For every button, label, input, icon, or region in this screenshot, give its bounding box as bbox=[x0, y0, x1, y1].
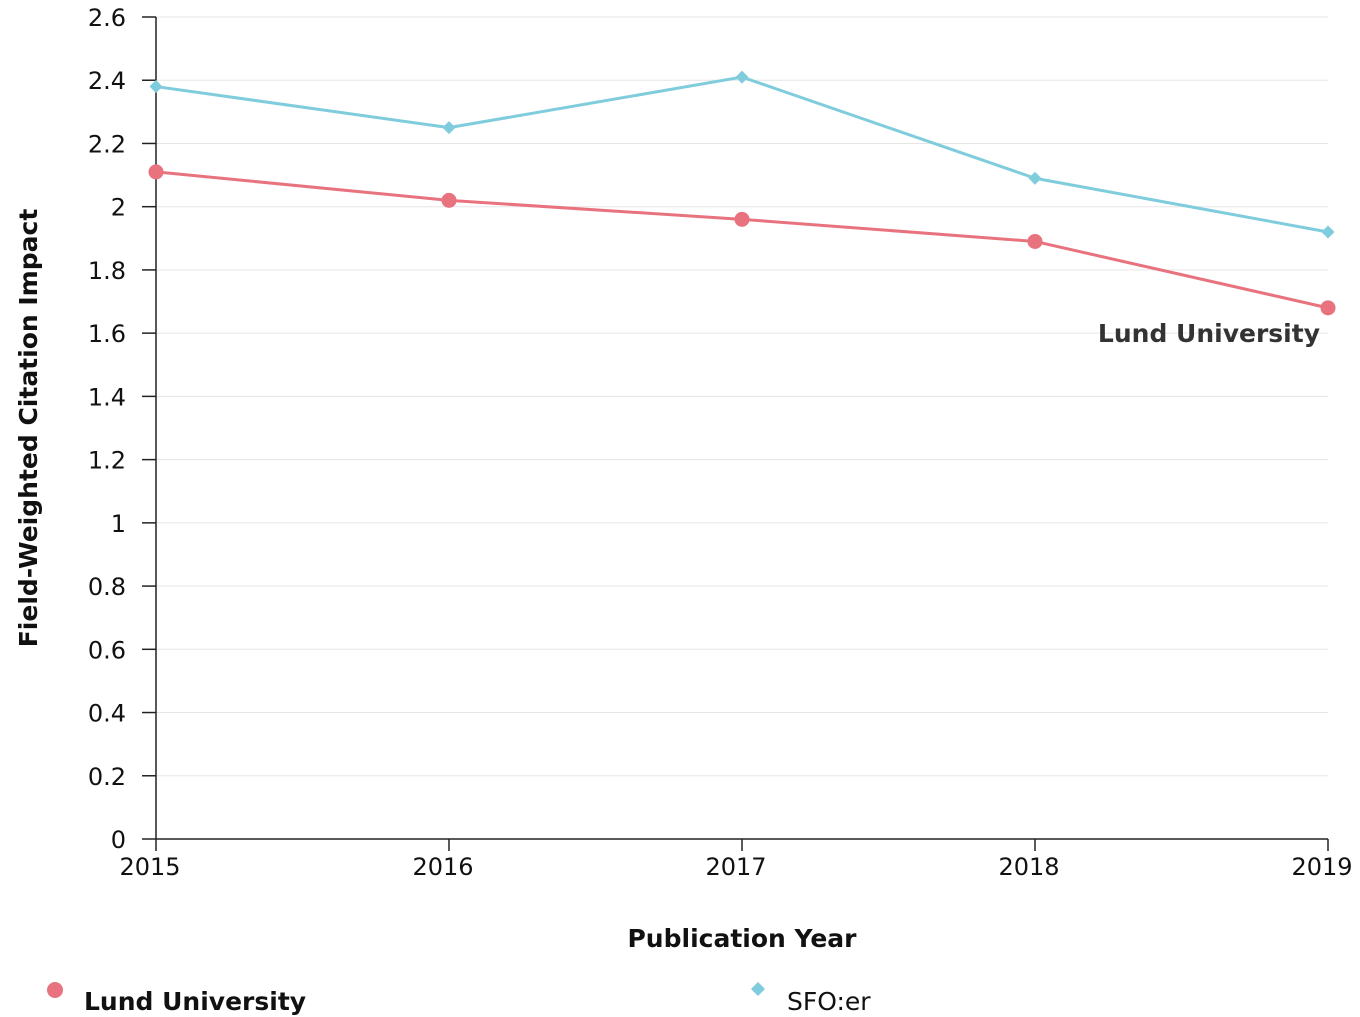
data-point-lund-university bbox=[1320, 300, 1336, 316]
series-layer bbox=[148, 70, 1336, 316]
x-tick-label: 2016 bbox=[412, 853, 473, 881]
gridlines bbox=[156, 16, 1328, 777]
data-point-lund-university bbox=[441, 192, 457, 208]
data-point-sfo-er bbox=[149, 80, 163, 94]
y-tick-label: 1.6 bbox=[88, 320, 126, 348]
y-axis-title: Field-Weighted Citation Impact bbox=[14, 209, 43, 648]
data-point-lund-university bbox=[148, 164, 164, 180]
x-tick-label: 2019 bbox=[1291, 853, 1352, 881]
y-tick-label: 0.2 bbox=[88, 763, 126, 791]
y-tick-label: 2 bbox=[111, 194, 126, 222]
data-point-sfo-er bbox=[735, 70, 749, 84]
y-ticks: 0 0.2 0.4 0.6 0.8 1 1.2 1.4 1.6 1.8 2 2.2 2.4 2.6 bbox=[88, 4, 156, 854]
y-tick-label: 0.8 bbox=[88, 573, 126, 601]
legend-label-sfoer: SFO:er bbox=[787, 987, 871, 1016]
data-point-sfo-er bbox=[1028, 171, 1042, 185]
legend: Lund University SFO:er bbox=[47, 982, 871, 1016]
data-point-lund-university bbox=[1027, 233, 1043, 249]
data-point-sfo-er bbox=[1321, 225, 1335, 239]
y-tick-label: 0 bbox=[111, 826, 126, 854]
y-tick-label: 1.8 bbox=[88, 257, 126, 285]
series-annotation-label: Lund University bbox=[1098, 319, 1320, 348]
y-tick-label: 1 bbox=[111, 510, 126, 538]
x-tick-label: 2017 bbox=[705, 853, 766, 881]
y-tick-label: 0.6 bbox=[88, 636, 126, 664]
y-tick-label: 1.4 bbox=[88, 383, 126, 411]
series-line-sfo-er bbox=[155, 75, 1329, 234]
y-tick-label: 2.2 bbox=[88, 130, 126, 158]
x-tick-label: 2018 bbox=[998, 853, 1059, 881]
data-point-sfo-er bbox=[442, 121, 456, 135]
y-tick-label: 0.4 bbox=[88, 700, 126, 728]
y-tick-label: 1.2 bbox=[88, 447, 126, 475]
series-line-lund-university bbox=[155, 170, 1329, 310]
legend-marker-sfoer bbox=[751, 982, 765, 996]
axes bbox=[155, 17, 1328, 840]
legend-label-lund: Lund University bbox=[84, 987, 306, 1016]
x-axis-title: Publication Year bbox=[627, 924, 857, 953]
data-point-lund-university bbox=[734, 211, 750, 227]
x-tick-label: 2015 bbox=[119, 853, 180, 881]
legend-marker-lund bbox=[47, 982, 63, 998]
y-tick-label: 2.6 bbox=[88, 4, 126, 32]
x-ticks: 2015 2016 2017 2018 2019 bbox=[119, 839, 1353, 881]
y-tick-label: 2.4 bbox=[88, 67, 126, 95]
